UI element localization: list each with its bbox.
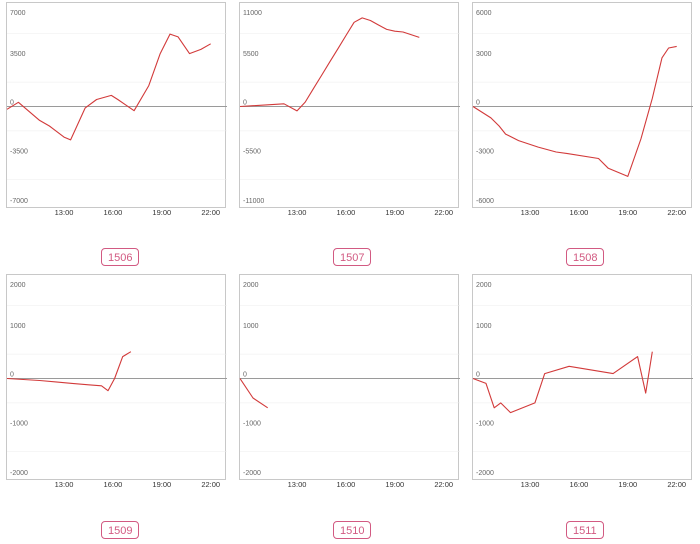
series-line (472, 45, 677, 177)
y-tick-label: 3000 (476, 51, 492, 58)
chart-panel-1511: 2000 1000 0 -1000 -2000 13:00 16:00 19:00 22:00 (472, 274, 693, 489)
y-tick-label: -6000 (476, 198, 494, 205)
y-tick-label: -5500 (243, 148, 261, 155)
chart-svg: 11000 5500 0 -5500 -11000 13:00 16:00 19:00 22:0… (239, 10, 460, 217)
x-tick-label: 19:00 (152, 480, 171, 489)
x-tick-label: 22:00 (434, 208, 453, 217)
y-tick-label: -1000 (10, 420, 28, 427)
chart-svg: 6000 3000 0 -3000 -6000 13:00 16:00 19:00 22:00 (472, 10, 693, 217)
x-tick-label: 13:00 (288, 480, 307, 489)
y-tick-label: 0 (476, 100, 480, 107)
y-tick-label: -2000 (243, 470, 261, 477)
x-tick-label: 16:00 (104, 480, 123, 489)
y-tick-label: -7000 (10, 198, 28, 205)
y-tick-label: -2000 (10, 470, 28, 477)
series-badge-1506[interactable]: 1506 (101, 248, 140, 266)
y-tick-label: 6000 (476, 10, 492, 17)
y-tick-label: 0 (10, 372, 14, 379)
chart-svg: 2000 1000 0 -1000 -2000 13:00 16:00 19:00 22:00 (6, 282, 227, 489)
series-line (239, 17, 420, 112)
y-tick-label: -2000 (476, 470, 494, 477)
y-tick-label: -3000 (476, 148, 494, 155)
chart-svg: 2000 1000 0 -1000 -2000 13:00 16:00 19:00 22:00 (472, 282, 693, 489)
y-tick-label: -3500 (10, 148, 28, 155)
series-line (6, 33, 211, 141)
chart-panel-1506: 7000 3500 0 -3500 -7000 13:00 16:00 19:00 22:00 (6, 2, 227, 217)
series-badge-1509[interactable]: 1509 (101, 521, 140, 539)
chart-svg: 2000 1000 0 -1000 -2000 13:00 16:00 19:00 22:00 (239, 282, 460, 489)
series-badge-1510[interactable]: 1510 (333, 521, 372, 539)
x-tick-label: 13:00 (521, 208, 540, 217)
y-tick-label: 2000 (10, 282, 26, 289)
x-tick-label: 13:00 (55, 208, 74, 217)
x-tick-label: 22:00 (667, 480, 686, 489)
chart-panel-1508: 6000 3000 0 -3000 -6000 13:00 16:00 19:00 22:00 (472, 2, 693, 217)
x-tick-label: 19:00 (152, 208, 171, 217)
y-tick-label: 2000 (476, 282, 492, 289)
x-tick-label: 13:00 (288, 208, 307, 217)
y-tick-label: 0 (10, 100, 14, 107)
y-tick-label: -11000 (243, 198, 264, 205)
y-tick-label: 1000 (476, 323, 492, 330)
series-line (6, 351, 132, 392)
x-tick-label: 19:00 (618, 480, 637, 489)
x-tick-label: 22:00 (201, 208, 220, 217)
series-badge-1508[interactable]: 1508 (566, 248, 605, 266)
y-tick-label: -1000 (243, 420, 261, 427)
x-tick-label: 16:00 (570, 480, 589, 489)
x-tick-label: 19:00 (385, 208, 404, 217)
x-tick-label: 19:00 (385, 480, 404, 489)
chart-svg: 7000 3500 0 -3500 -7000 13:00 16:00 19:00 22:00 (6, 10, 227, 217)
y-tick-label: 2000 (243, 282, 259, 289)
series-badge-1507[interactable]: 1507 (333, 248, 372, 266)
series-line (239, 378, 269, 409)
y-tick-label: -1000 (476, 420, 494, 427)
x-tick-label: 16:00 (570, 208, 589, 217)
x-tick-label: 22:00 (667, 208, 686, 217)
series-line (472, 351, 653, 414)
x-tick-label: 22:00 (434, 480, 453, 489)
x-tick-label: 16:00 (337, 480, 356, 489)
series-badge-1511[interactable]: 1511 (566, 521, 604, 539)
x-tick-label: 16:00 (104, 208, 123, 217)
y-tick-label: 5500 (243, 51, 259, 58)
x-tick-label: 16:00 (337, 208, 356, 217)
y-tick-label: 0 (243, 372, 247, 379)
x-tick-label: 22:00 (201, 480, 220, 489)
x-tick-label: 19:00 (618, 208, 637, 217)
y-tick-label: 1000 (10, 323, 26, 330)
y-tick-label: 7000 (10, 10, 26, 17)
x-tick-label: 13:00 (55, 480, 74, 489)
y-tick-label: 3500 (10, 51, 26, 58)
y-tick-label: 11000 (243, 10, 262, 17)
x-tick-label: 13:00 (521, 480, 540, 489)
chart-panel-1507: 11000 5500 0 -5500 -11000 13:00 16:00 19:00 22:0… (239, 2, 460, 217)
y-tick-label: 1000 (243, 323, 259, 330)
chart-panel-1510: 2000 1000 0 -1000 -2000 13:00 16:00 19:00 22:00 (239, 274, 460, 489)
y-tick-label: 0 (243, 100, 247, 107)
chart-panel-1509: 2000 1000 0 -1000 -2000 13:00 16:00 19:00 22:00 (6, 274, 227, 489)
y-tick-label: 0 (476, 372, 480, 379)
